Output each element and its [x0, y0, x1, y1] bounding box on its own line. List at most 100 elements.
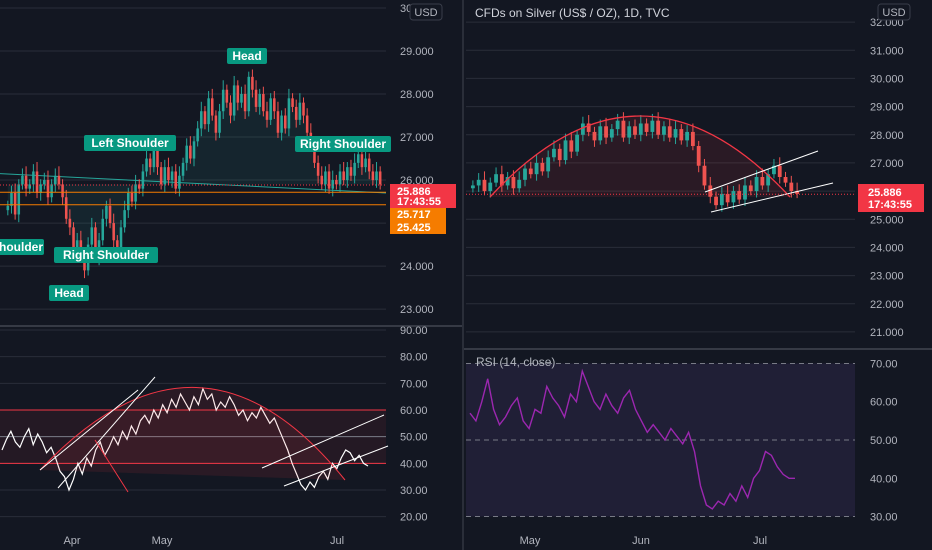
- left-candle-body[interactable]: [313, 141, 316, 163]
- right-candle-body[interactable]: [743, 185, 747, 200]
- left-candle-body[interactable]: [134, 184, 137, 202]
- left-candle-body[interactable]: [346, 167, 349, 181]
- right-candle-body[interactable]: [754, 177, 759, 192]
- left-candle-body[interactable]: [218, 111, 221, 133]
- left-candle-body[interactable]: [335, 180, 338, 185]
- left-candle-body[interactable]: [17, 184, 21, 215]
- left-candle-body[interactable]: [163, 167, 167, 185]
- left-candle-body[interactable]: [258, 94, 261, 107]
- left-candle-body[interactable]: [61, 184, 64, 198]
- left-candle-body[interactable]: [367, 158, 371, 172]
- left-candle-body[interactable]: [112, 223, 115, 241]
- left-candle-body[interactable]: [378, 171, 382, 185]
- right-candle-body[interactable]: [546, 157, 551, 172]
- right-candle-body[interactable]: [679, 129, 684, 141]
- right-candle-body[interactable]: [505, 177, 510, 186]
- right-candle-body[interactable]: [685, 131, 690, 141]
- left-candle-body[interactable]: [196, 128, 199, 142]
- right-candle-body[interactable]: [499, 174, 504, 186]
- left-candle-body[interactable]: [141, 171, 145, 189]
- left-candle-body[interactable]: [156, 149, 159, 168]
- right-candle-body[interactable]: [615, 120, 620, 130]
- left-candle-body[interactable]: [159, 167, 163, 185]
- left-candle-body[interactable]: [101, 218, 105, 241]
- left-candle-body[interactable]: [262, 94, 265, 112]
- left-candle-body[interactable]: [294, 106, 298, 120]
- left-candle-body[interactable]: [320, 175, 324, 185]
- left-candle-body[interactable]: [119, 227, 123, 249]
- left-candle-body[interactable]: [10, 192, 13, 206]
- left-candle-body[interactable]: [21, 175, 24, 185]
- right-candles[interactable]: [470, 112, 800, 212]
- left-candle-body[interactable]: [254, 89, 258, 107]
- right-candle-body[interactable]: [540, 162, 545, 172]
- left-candle-body[interactable]: [291, 98, 294, 107]
- left-candle-body[interactable]: [298, 102, 302, 120]
- left-candle-body[interactable]: [174, 171, 178, 189]
- left-candles[interactable]: [6, 69, 382, 279]
- right-candle-body[interactable]: [523, 168, 527, 180]
- left-candle-body[interactable]: [170, 171, 174, 181]
- left-candle-body[interactable]: [273, 98, 276, 112]
- left-candle-body[interactable]: [127, 192, 130, 211]
- right-candle-body[interactable]: [748, 185, 753, 192]
- right-candle-body[interactable]: [731, 191, 736, 203]
- right-candle-body[interactable]: [575, 134, 580, 152]
- left-time-axis[interactable]: Apr May Jul: [63, 535, 344, 547]
- left-candle-body[interactable]: [280, 115, 283, 133]
- left-candle-body[interactable]: [130, 192, 134, 202]
- left-candle-body[interactable]: [240, 94, 243, 103]
- right-candle-body[interactable]: [795, 191, 800, 194]
- left-candle-body[interactable]: [13, 192, 17, 215]
- left-candle-body[interactable]: [324, 171, 327, 185]
- left-rsi-pane[interactable]: [0, 329, 389, 518]
- left-candle-body[interactable]: [287, 98, 291, 129]
- right-candle-body[interactable]: [662, 126, 666, 135]
- left-candle-body[interactable]: [225, 89, 229, 103]
- right-candle-body[interactable]: [783, 177, 788, 183]
- right-candle-body[interactable]: [760, 177, 765, 186]
- right-candle-body[interactable]: [470, 185, 475, 189]
- left-candle-body[interactable]: [360, 154, 364, 168]
- right-candle-body[interactable]: [598, 126, 603, 141]
- right-candle-body[interactable]: [609, 129, 614, 138]
- left-candle-body[interactable]: [72, 227, 75, 254]
- left-candle-body[interactable]: [32, 171, 35, 185]
- left-chart-pane[interactable]: Head Left Shoulder Right Shoulder houlder Ri…: [0, 3, 462, 547]
- right-candle-body[interactable]: [650, 120, 655, 132]
- right-candle-body[interactable]: [528, 168, 533, 175]
- right-candle-body[interactable]: [552, 148, 556, 158]
- right-candle-body[interactable]: [534, 162, 539, 175]
- left-candle-body[interactable]: [39, 184, 42, 193]
- right-candle-body[interactable]: [563, 140, 568, 161]
- left-candle-body[interactable]: [375, 171, 378, 181]
- left-candle-body[interactable]: [342, 171, 345, 181]
- left-candle-body[interactable]: [148, 158, 152, 168]
- left-candle-body[interactable]: [83, 257, 86, 271]
- right-candle-body[interactable]: [586, 123, 591, 132]
- left-candle-body[interactable]: [214, 115, 218, 133]
- left-candle-body[interactable]: [247, 76, 251, 112]
- right-time-axis[interactable]: May Jun Jul: [520, 535, 767, 547]
- left-candle-body[interactable]: [200, 111, 203, 129]
- left-candle-body[interactable]: [364, 158, 367, 168]
- left-candle-body[interactable]: [251, 76, 254, 90]
- right-candle-body[interactable]: [476, 179, 481, 186]
- left-candle-body[interactable]: [105, 205, 108, 219]
- left-candle-body[interactable]: [6, 205, 10, 211]
- left-candle-body[interactable]: [185, 145, 188, 163]
- left-candle-body[interactable]: [192, 141, 196, 159]
- left-candle-body[interactable]: [210, 98, 214, 116]
- right-candle-body[interactable]: [488, 182, 493, 192]
- right-chart-pane[interactable]: CFDs on Silver (US$ / OZ), 1D, TVC 32.00…: [464, 3, 932, 547]
- left-candle-body[interactable]: [243, 94, 247, 112]
- left-candle-body[interactable]: [50, 184, 53, 198]
- right-candle-body[interactable]: [656, 120, 661, 135]
- left-candle-body[interactable]: [35, 171, 39, 193]
- right-candle-body[interactable]: [696, 146, 701, 166]
- right-candle-body[interactable]: [557, 148, 562, 161]
- right-currency-badge-box[interactable]: [877, 3, 911, 21]
- right-candle-body[interactable]: [633, 126, 637, 135]
- left-candle-body[interactable]: [152, 149, 156, 168]
